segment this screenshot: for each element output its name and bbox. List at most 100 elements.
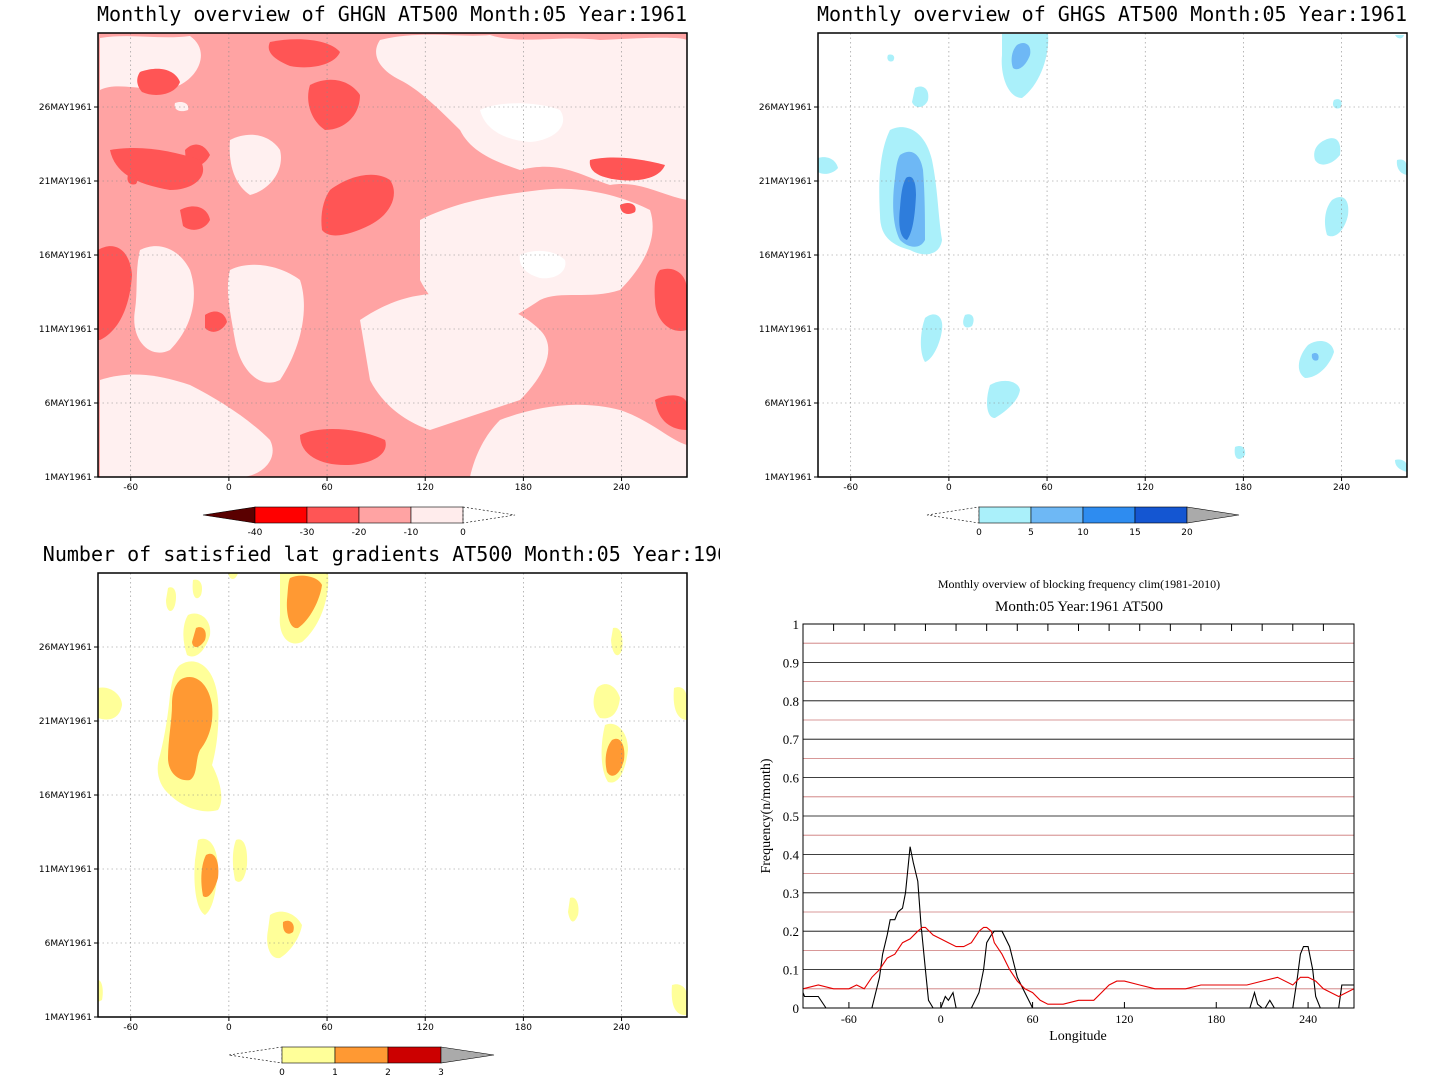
x-tick-label: 180 [515,1023,532,1033]
y-tick-label: 1MAY1961 [45,473,92,483]
colorbar-label: 0 [460,528,466,538]
colorbar-label: 15 [1129,528,1140,538]
x-axis-label: Longitude [1049,1029,1107,1044]
x-tick-label: -60 [841,1012,857,1026]
y-tick-label: 26MAY1961 [759,103,812,113]
y-tick-label: 0.8 [783,694,799,709]
colorbar-segment [281,1046,336,1064]
x-tick-label: 60 [1041,483,1053,493]
colorbar-segment [1030,506,1084,524]
x-tick-label: 0 [946,483,952,493]
y-tick-label: 21MAY1961 [759,177,812,187]
colorbar-segment [254,506,308,524]
x-tick-label: 60 [321,1023,333,1033]
y-tick-label: 0.7 [783,732,800,747]
colorbar: -40 -30 -20 -10 0 [202,506,516,538]
colorbar: 0 5 10 15 20 [926,506,1240,538]
y-tick-label: 6MAY1961 [765,399,812,409]
x-tick-label: 120 [1115,1012,1133,1026]
colorbar-segment [1186,506,1240,524]
colorbar-segment [1134,506,1188,524]
contour-region [899,176,916,240]
contour-region [480,103,566,279]
colorbar-segment [410,506,464,524]
colorbar-segment [202,506,256,524]
x-tick-label: 0 [226,1023,232,1033]
x-tick-label: 60 [321,483,333,493]
colorbar-segment [978,506,1032,524]
chart-title: Number of satisfied lat gradients AT500 … [43,542,720,566]
series-line-red [802,926,1355,1005]
y-tick-label: 11MAY1961 [759,325,812,335]
colorbar-segment [440,1046,495,1064]
colorbar-label: 10 [1077,528,1089,538]
x-tick-label: -60 [123,1023,138,1033]
x-tick-label: -60 [123,483,138,493]
ghgn-chart: Monthly overview of GHGN AT500 Month:05 … [39,2,688,538]
x-tick-label: 180 [1207,1012,1225,1026]
colorbar-label: 0 [279,1068,285,1078]
heatmap-area [98,33,687,477]
colorbar-segment [1082,506,1136,524]
y-axis-label: Frequency(n/month) [759,758,774,873]
x-tick-label: 120 [417,1023,434,1033]
y-tick-label: 0.4 [783,847,800,862]
y-tick-label: 11MAY1961 [39,325,92,335]
colorbar-segment [387,1046,442,1064]
contour-region [159,61,522,423]
y-tick-label: 1MAY1961 [45,1013,92,1023]
colorbar-open-end [462,506,516,524]
x-tick-label: 180 [515,483,532,493]
x-tick-label: -60 [843,483,858,493]
ghgs-chart: Monthly overview of GHGS AT500 Month:05 … [759,2,1408,538]
y-tick-label: 21MAY1961 [39,177,92,187]
contour-region [98,39,687,465]
y-tick-label: 16MAY1961 [39,251,92,261]
contour-region [168,575,625,934]
x-tick-label: 120 [417,483,434,493]
y-tick-label: 0.2 [783,924,799,939]
y-tick-label: 0.5 [783,809,799,824]
y-tick-label: 16MAY1961 [759,251,812,261]
lat-gradients-chart: Number of satisfied lat gradients AT500 … [39,542,720,1078]
y-tick-label: 0.3 [783,886,799,901]
x-tick-label: 60 [1027,1012,1039,1026]
y-tick-label: 0.1 [783,963,799,978]
x-tick-label: 120 [1137,483,1154,493]
contour-region [98,573,687,1016]
x-tick-label: 240 [1299,1012,1317,1026]
heatmap-area [98,573,687,1017]
colorbar-open-end [228,1046,283,1064]
chart-subtitle: Month:05 Year:1961 AT500 [995,599,1163,615]
chart-title: Monthly overview of GHGS AT500 Month:05 … [817,2,1407,26]
y-tick-label: 0.9 [783,655,799,670]
colorbar-label: 0 [976,528,982,538]
colorbar-label: 20 [1181,528,1193,538]
y-tick-label: 0 [793,1001,800,1016]
x-tick-label: 180 [1235,483,1252,493]
blocking-frequency-chart: Monthly overview of blocking frequency c… [759,577,1355,1044]
colorbar-segment [334,1046,389,1064]
colorbar-segment [358,506,412,524]
x-tick-label: 240 [1333,483,1350,493]
chart-title: Monthly overview of blocking frequency c… [938,577,1220,591]
heatmap-area [818,33,1407,477]
y-tick-label: 11MAY1961 [39,865,92,875]
y-tick-label: 6MAY1961 [45,399,92,409]
y-tick-label: 0.6 [783,771,800,786]
colorbar-label: -30 [300,528,315,538]
y-tick-label: 1MAY1961 [765,473,812,483]
series-line-black [802,846,1354,1009]
contour-region [818,34,1407,472]
y-tick-label: 26MAY1961 [39,643,92,653]
colorbar-label: 2 [385,1068,391,1078]
y-tick-label: 16MAY1961 [39,791,92,801]
contour-region [893,43,1319,361]
y-tick-label: 26MAY1961 [39,103,92,113]
y-tick-label: 6MAY1961 [45,939,92,949]
x-tick-label: 0 [226,483,232,493]
colorbar-segment [306,506,360,524]
colorbar: 0 1 2 3 [228,1046,495,1078]
x-tick-label: 240 [613,483,630,493]
x-tick-label: 240 [613,1023,630,1033]
